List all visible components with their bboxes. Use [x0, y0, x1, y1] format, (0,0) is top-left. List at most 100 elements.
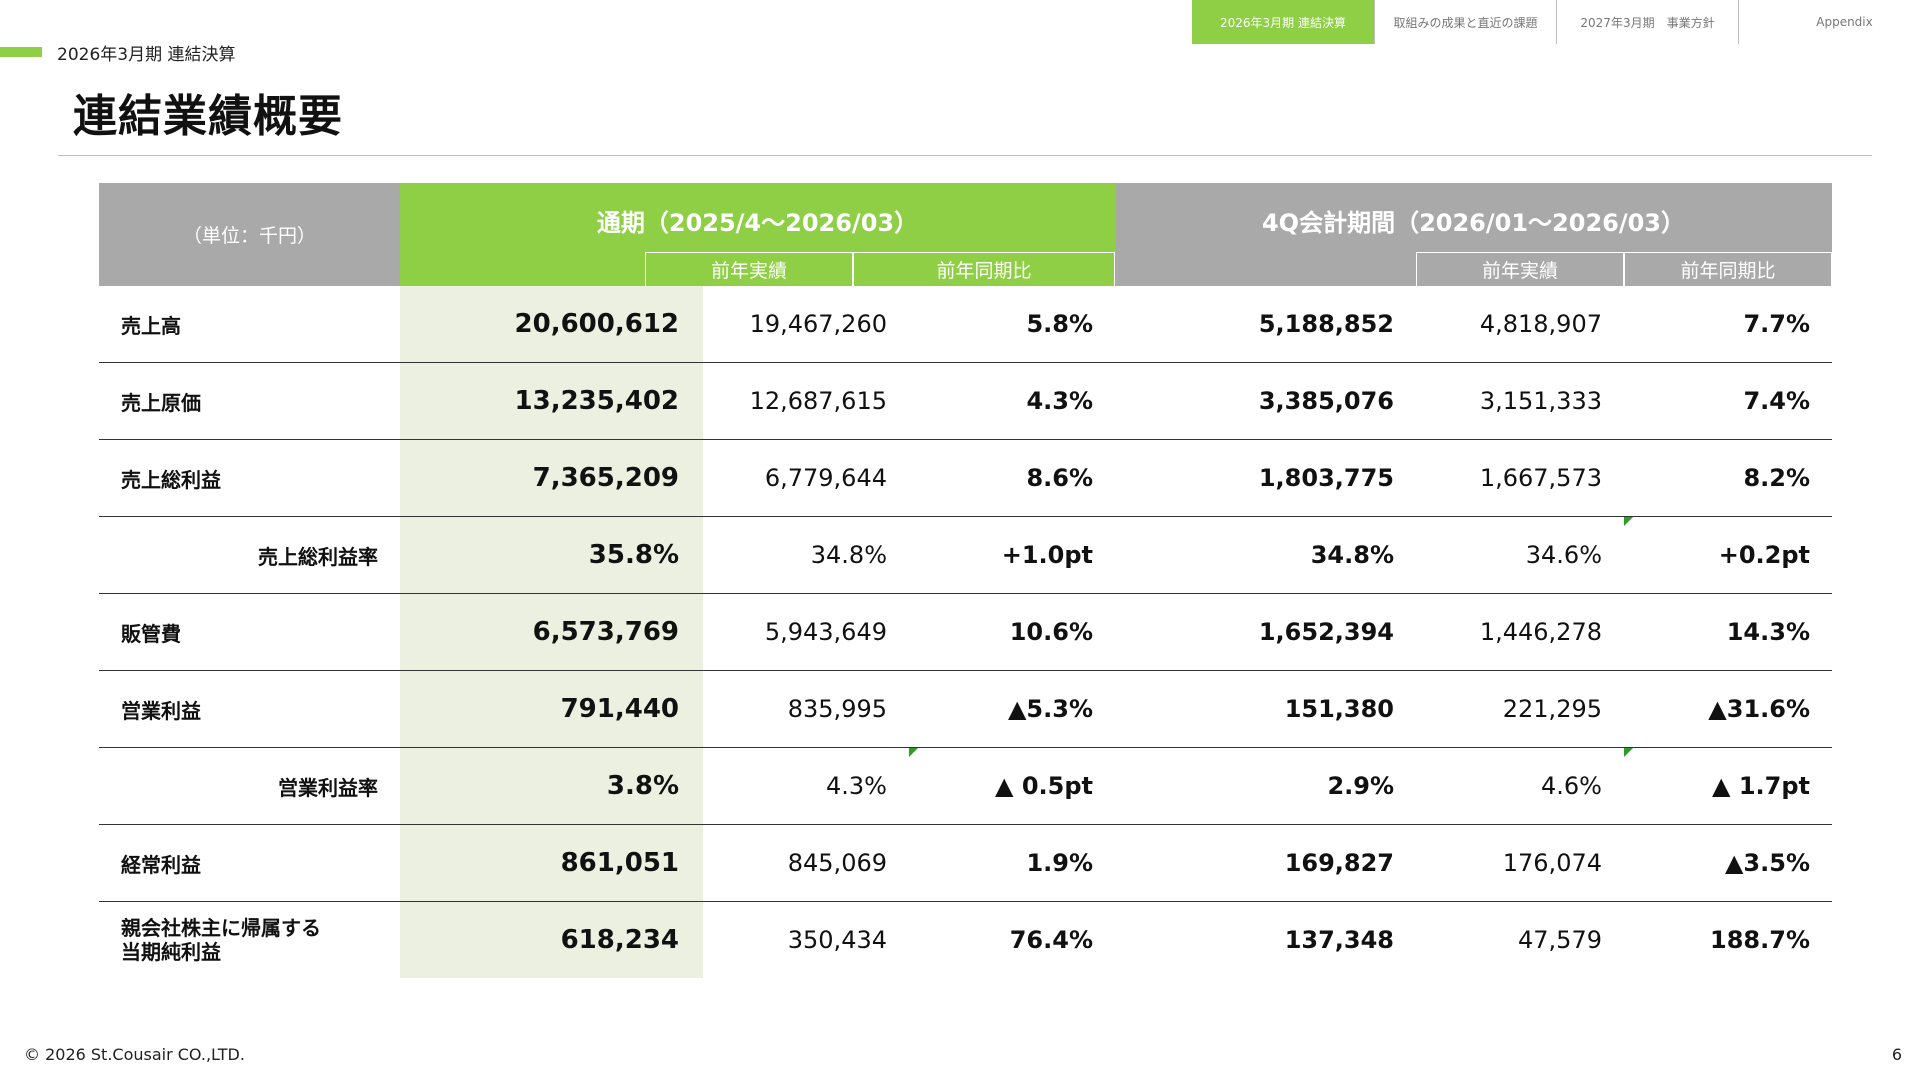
row-label: 売上総利益率	[258, 544, 378, 569]
row-label: 営業利益	[121, 698, 201, 723]
q4-prev-value: 221,295	[1502, 695, 1602, 723]
fy-yoy-value: 1.9%	[1026, 849, 1093, 877]
section-marker	[0, 47, 42, 57]
fy-value: 20,600,612	[400, 286, 703, 362]
q4-yoy-header: 前年同期比	[1624, 252, 1832, 286]
fy-prev-value: 5,943,649	[764, 618, 887, 646]
fy-value: 3.8%	[400, 748, 703, 824]
q4-yoy-value: 7.4%	[1743, 387, 1810, 415]
fy-prev-value: 19,467,260	[749, 310, 887, 338]
page-number: 6	[1891, 1045, 1902, 1064]
table-row: 営業利益 791,440 835,995 ▲5.3% 151,380 221,295 ▲31…	[99, 671, 1832, 748]
q4-prev-value: 34.6%	[1525, 541, 1602, 569]
q4-value: 2.9%	[1327, 772, 1394, 800]
fy-yoy-value: 8.6%	[1026, 464, 1093, 492]
q4-value: 3,385,076	[1258, 387, 1394, 415]
table-row: 売上原価 13,235,402 12,687,615 4.3% 3,385,076 3,1…	[99, 363, 1832, 440]
fy-prev-value: 12,687,615	[749, 387, 887, 415]
row-label: 売上高	[121, 313, 181, 338]
fy-yoy-value: ▲5.3%	[1007, 695, 1093, 723]
q4-prev-year-header: 前年実績	[1416, 252, 1624, 286]
title-divider	[58, 155, 1872, 156]
row-label-line1: 親会社株主に帰属する	[121, 916, 321, 940]
row-label: 親会社株主に帰属する 当期純利益	[99, 902, 400, 978]
fy-corner-marker	[909, 748, 918, 757]
q4-value: 169,827	[1284, 849, 1394, 877]
q4-yoy-value: ▲3.5%	[1724, 849, 1810, 877]
q4-yoy-value: 14.3%	[1726, 618, 1810, 646]
fy-value: 13,235,402	[400, 363, 703, 439]
row-label: 経常利益	[121, 852, 201, 877]
fy-value: 35.8%	[400, 517, 703, 593]
table-body: 売上高 20,600,612 19,467,260 5.8% 5,188,852 4,81…	[99, 286, 1832, 978]
q4-value: 151,380	[1284, 695, 1394, 723]
fy-value: 861,051	[400, 825, 703, 901]
fy-prev-value: 845,069	[787, 849, 887, 877]
table-row: 販管費 6,573,769 5,943,649 10.6% 1,652,394 1,446…	[99, 594, 1832, 671]
fy-value: 791,440	[400, 671, 703, 747]
q4-header-title: 4Q会計期間（2026/01～2026/03）	[1261, 209, 1686, 237]
fy-value: 618,234	[400, 902, 703, 978]
page-title: 連結業績概要	[73, 91, 343, 142]
q4-prev-value: 4.6%	[1541, 772, 1602, 800]
row-label: 販管費	[121, 621, 181, 646]
nav-tab-business-policy[interactable]: 2027年3月期 事業方針	[1556, 0, 1738, 44]
nav-tab-achievements[interactable]: 取組みの成果と直近の課題	[1374, 0, 1556, 44]
table-header: （単位：千円） 通期（2025/4～2026/03） 前年実績 前年同期比 4Q会…	[99, 183, 1832, 286]
q4-value: 5,188,852	[1258, 310, 1394, 338]
q4-prev-value: 176,074	[1502, 849, 1602, 877]
fy-value: 7,365,209	[400, 440, 703, 516]
q4-prev-value: 4,818,907	[1479, 310, 1602, 338]
row-label-line2: 当期純利益	[121, 940, 221, 964]
table-row: 営業利益率 3.8% 4.3% ▲ 0.5pt 2.9% 4.6% ▲ 1.7pt	[99, 748, 1832, 825]
row-label: 売上総利益	[121, 467, 221, 492]
table-row: 経常利益 861,051 845,069 1.9% 169,827 176,074 ▲3.5…	[99, 825, 1832, 902]
q4-yoy-value: ▲ 1.7pt	[1712, 772, 1810, 800]
table-row: 売上総利益 7,365,209 6,779,644 8.6% 1,803,775 1,66…	[99, 440, 1832, 517]
fy-yoy-value: 10.6%	[1009, 618, 1093, 646]
q4-corner-marker	[1624, 517, 1633, 526]
table-row: 売上総利益率 35.8% 34.8% +1.0pt 34.8% 34.6% +0.2pt	[99, 517, 1832, 594]
fy-yoy-value: +1.0pt	[1001, 541, 1093, 569]
fy-yoy-value: 4.3%	[1026, 387, 1093, 415]
q4-header: 4Q会計期間（2026/01～2026/03） 前年実績 前年同期比	[1115, 183, 1832, 286]
fy-yoy-value: 5.8%	[1026, 310, 1093, 338]
row-label: 売上原価	[121, 390, 201, 415]
fy-prev-value: 34.8%	[810, 541, 887, 569]
q4-prev-value: 3,151,333	[1479, 387, 1602, 415]
nav-tab-appendix[interactable]: Appendix	[1738, 0, 1920, 44]
q4-yoy-value: 7.7%	[1743, 310, 1810, 338]
results-table: （単位：千円） 通期（2025/4～2026/03） 前年実績 前年同期比 4Q会…	[99, 183, 1832, 978]
q4-value: 1,803,775	[1258, 464, 1394, 492]
q4-yoy-value: 188.7%	[1710, 926, 1810, 954]
fy-yoy-value: 76.4%	[1009, 926, 1093, 954]
section-label: 2026年3月期 連結決算	[57, 45, 236, 65]
fy-value: 6,573,769	[400, 594, 703, 670]
q4-value: 1,652,394	[1258, 618, 1394, 646]
fy-header-title: 通期（2025/4～2026/03）	[596, 209, 919, 237]
fy-yoy-value: ▲ 0.5pt	[995, 772, 1093, 800]
q4-prev-value: 1,446,278	[1479, 618, 1602, 646]
q4-value: 34.8%	[1310, 541, 1394, 569]
fy-prev-value: 6,779,644	[764, 464, 887, 492]
q4-corner-marker	[1624, 748, 1633, 757]
unit-label: （単位：千円）	[99, 183, 400, 286]
fy-prev-value: 835,995	[787, 695, 887, 723]
row-label: 営業利益率	[278, 775, 378, 800]
table-row: 親会社株主に帰属する 当期純利益 618,234 350,434 76.4% 137,34…	[99, 902, 1832, 978]
q4-prev-value: 1,667,573	[1479, 464, 1602, 492]
q4-yoy-value: 8.2%	[1743, 464, 1810, 492]
copyright: © 2026 St.Cousair CO.,LTD.	[24, 1045, 245, 1064]
fy-prev-value: 4.3%	[826, 772, 887, 800]
fy-prev-value: 350,434	[787, 926, 887, 954]
fy-prev-year-header: 前年実績	[645, 252, 853, 286]
top-nav: 2026年3月期 連結決算 取組みの成果と直近の課題 2027年3月期 事業方針…	[1192, 0, 1920, 44]
nav-tab-consolidated-results[interactable]: 2026年3月期 連結決算	[1192, 0, 1374, 44]
q4-value: 137,348	[1284, 926, 1394, 954]
q4-yoy-value: ▲31.6%	[1708, 695, 1810, 723]
fy-yoy-header: 前年同期比	[853, 252, 1115, 286]
table-row: 売上高 20,600,612 19,467,260 5.8% 5,188,852 4,81…	[99, 286, 1832, 363]
fy-header: 通期（2025/4～2026/03） 前年実績 前年同期比	[400, 183, 1115, 286]
q4-yoy-value: +0.2pt	[1718, 541, 1810, 569]
q4-prev-value: 47,579	[1518, 926, 1602, 954]
